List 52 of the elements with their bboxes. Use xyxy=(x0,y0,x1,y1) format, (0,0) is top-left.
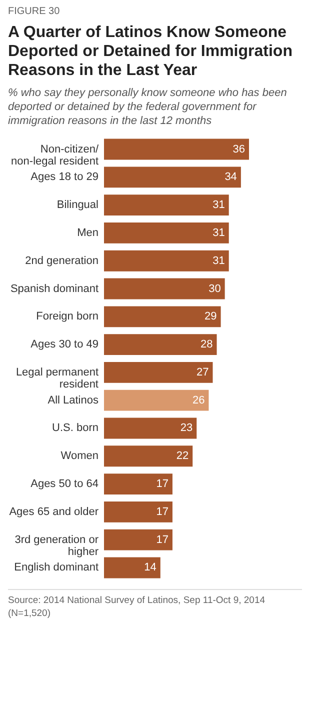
data-label: 17 xyxy=(156,478,168,490)
source-note: Source: 2014 National Survey of Latinos, Sep 11-Oct 9, 2014 (N=1,520) xyxy=(8,589,302,620)
bar xyxy=(104,166,241,188)
caption: FIGURE 30 xyxy=(8,6,61,17)
data-label: 31 xyxy=(212,254,225,267)
chart-title: A Quarter of Latinos Know Someone Deported or Detained for Immigration Reasons in the Last Year xyxy=(8,23,294,80)
data-label: 14 xyxy=(144,562,156,574)
data-label: 26 xyxy=(192,394,205,406)
bar xyxy=(104,557,160,578)
data-label: 17 xyxy=(156,534,168,546)
y-tick-label: Non-citizen/ non-legal resident xyxy=(11,143,100,168)
y-tick-label: Ages 18 to 29 xyxy=(30,171,98,184)
bar xyxy=(104,529,172,550)
y-tick-label: Legal permanent resident xyxy=(16,366,98,390)
y-tick-label: Foreign born xyxy=(36,310,98,323)
bar xyxy=(104,278,225,300)
bar xyxy=(104,501,172,522)
data-label: 22 xyxy=(176,450,189,462)
y-tick-label: Women xyxy=(60,450,98,462)
y-tick-label: Ages 30 to 49 xyxy=(30,338,98,351)
bar xyxy=(104,250,229,272)
y-tick-label: 2nd generation xyxy=(25,254,98,267)
data-label: 34 xyxy=(224,171,237,184)
bar xyxy=(104,138,249,160)
bar xyxy=(104,446,193,467)
bar xyxy=(104,306,221,328)
bar xyxy=(104,390,209,411)
y-tick-label: Men xyxy=(77,226,98,239)
data-label: 17 xyxy=(156,506,168,518)
bar xyxy=(104,222,229,244)
data-label: 29 xyxy=(204,310,217,323)
y-tick-label: U.S. born xyxy=(52,422,98,434)
y-tick-label: Spanish dominant xyxy=(10,282,98,295)
bar xyxy=(104,194,229,216)
data-label: 23 xyxy=(180,422,193,434)
bar xyxy=(104,334,217,356)
bar xyxy=(104,418,197,439)
data-label: 31 xyxy=(212,226,225,239)
data-label: 28 xyxy=(200,338,213,351)
data-label: 30 xyxy=(208,282,221,295)
y-tick-label: Ages 65 and older xyxy=(9,506,99,518)
y-tick-label: Bilingual xyxy=(56,199,98,212)
y-tick-label: 3rd generation or higher xyxy=(14,534,99,558)
data-label: 36 xyxy=(232,143,245,156)
y-tick-label: All Latinos xyxy=(48,394,99,406)
bar xyxy=(104,474,172,495)
bar xyxy=(104,362,213,383)
chart-subtitle: % who say they personally know someone who has been deported or detained by the federal government for immigration reasons in the last 12 months xyxy=(8,86,288,128)
data-label: 31 xyxy=(212,199,225,212)
data-label: 27 xyxy=(196,366,209,378)
y-tick-label: English dominant xyxy=(14,562,98,574)
y-tick-label: Ages 50 to 64 xyxy=(30,478,98,490)
